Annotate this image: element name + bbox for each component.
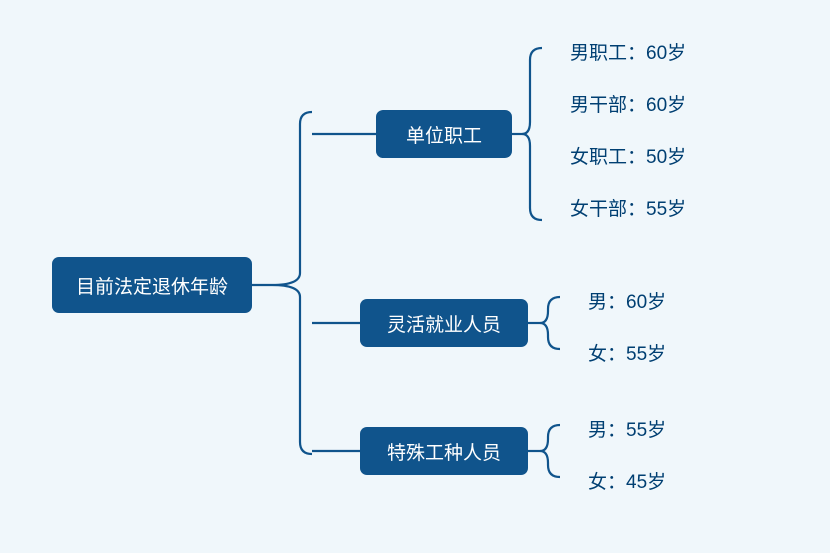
leaf-special-female: 女：45岁 [588,467,666,494]
brace-category-special [0,0,830,553]
leaf-special-male: 男：55岁 [588,415,666,442]
